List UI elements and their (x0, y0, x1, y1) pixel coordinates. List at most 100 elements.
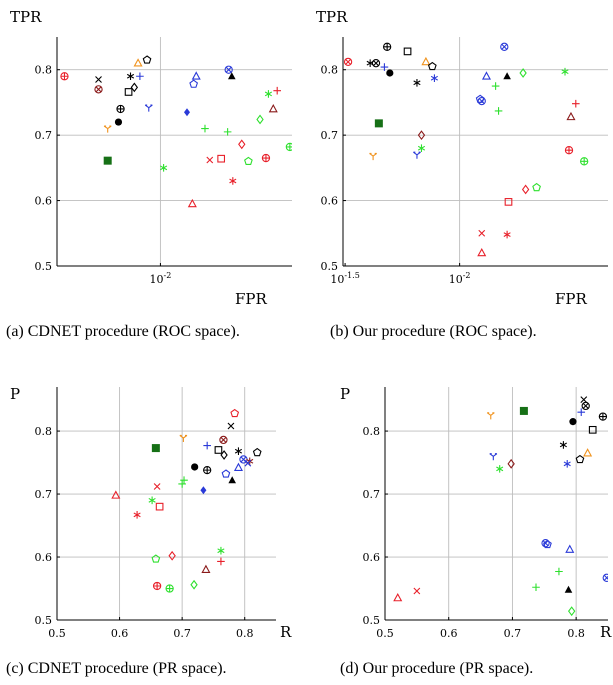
data-point-0 (343, 57, 353, 67)
data-point-15 (200, 486, 207, 495)
data-point-23 (503, 72, 511, 80)
y-tick-label: 0.6 (35, 195, 53, 208)
data-point-16 (189, 79, 199, 88)
data-point-13 (191, 463, 199, 471)
data-point-2 (371, 59, 381, 68)
data-point-7 (532, 583, 540, 592)
data-point-5 (116, 104, 125, 114)
y-tick-label: 0.5 (321, 260, 339, 273)
data-point-3 (103, 125, 112, 133)
data-point-6 (151, 554, 161, 563)
data-point-6 (124, 88, 133, 96)
data-point-19 (478, 229, 486, 237)
data-point-14 (190, 579, 198, 590)
data-point-18 (481, 71, 492, 80)
x-tick-label: 10-2 (150, 271, 172, 286)
data-point-11 (180, 476, 188, 484)
data-point-16 (477, 96, 486, 106)
y-tick-label: 0.8 (35, 64, 53, 77)
data-point-19 (580, 396, 588, 403)
data-points (60, 55, 292, 208)
data-point-17 (475, 94, 485, 103)
data-point-21 (491, 82, 500, 90)
grid (343, 37, 608, 266)
data-point-17 (191, 71, 201, 80)
data-point-9 (133, 58, 143, 67)
data-point-9 (413, 79, 421, 87)
y-tick-label: 0.5 (35, 614, 53, 627)
x-tick-label: 0.5 (376, 627, 394, 640)
data-point-6 (369, 152, 378, 161)
x-tick-label: 0.8 (236, 627, 254, 640)
x-tick-label: 0.7 (504, 627, 522, 640)
data-point-17 (575, 454, 585, 464)
data-point-23 (588, 425, 597, 434)
caption-b: (b) Our procedure (ROC space). (330, 323, 537, 340)
data-point-18 (187, 198, 197, 208)
data-point-31 (566, 111, 576, 121)
x-tick-label: 0.6 (440, 627, 458, 640)
data-point-4 (153, 483, 161, 490)
data-point-24 (598, 412, 608, 421)
x-axis-label: FPR (555, 290, 588, 308)
data-point-26 (238, 139, 246, 150)
data-point-7 (152, 581, 162, 591)
data-point-10 (136, 72, 144, 81)
data-point-7 (374, 119, 383, 128)
data-point-2 (486, 412, 495, 420)
y-tick-label: 0.7 (35, 488, 53, 501)
data-point-1 (133, 511, 141, 519)
data-point-12 (430, 74, 438, 83)
x-tick-label: 0.7 (173, 627, 191, 640)
data-point-5 (155, 502, 164, 511)
data-point-11 (427, 61, 437, 71)
data-point-16 (569, 418, 577, 426)
y-tick-label: 0.8 (35, 425, 53, 438)
data-point-30 (561, 67, 569, 76)
data-point-19 (201, 124, 209, 133)
data-point-28 (233, 462, 243, 471)
data-point-12 (563, 460, 571, 468)
data-point-34 (580, 157, 589, 166)
data-point-6 (519, 406, 528, 415)
y-tick-label: 0.8 (363, 425, 381, 438)
panel-c-pr-cdnet: 0.5 0.6 0.7 0.8 0.5 0.6 0.7 0.8 R P (10, 385, 292, 641)
y-tick-label: 0.7 (321, 129, 339, 142)
data-point-33 (285, 142, 292, 152)
data-point-3 (151, 444, 160, 453)
panel-b-roc-ours: 0.5 0.6 0.7 0.8 10-2 10-1.5 FPR TPR (316, 8, 608, 308)
data-point-31 (268, 104, 278, 113)
data-point-10 (555, 567, 563, 576)
data-point-20 (477, 247, 487, 257)
data-point-15 (183, 108, 190, 117)
data-point-24 (500, 42, 509, 51)
data-point-0 (393, 593, 403, 602)
data-point-11 (559, 441, 567, 449)
data-point-10 (421, 56, 431, 66)
data-point-22 (221, 469, 231, 478)
data-point-15 (417, 144, 426, 153)
y-axis-label: TPR (316, 8, 348, 26)
data-point-0 (111, 490, 121, 499)
data-point-13 (565, 544, 575, 553)
grid (57, 387, 276, 620)
data-point-20 (206, 156, 214, 164)
panel-d-pr-ours: 0.5 0.6 0.7 0.8 0.5 0.6 0.7 0.8 R P (340, 385, 612, 641)
y-axis-label: P (340, 385, 350, 403)
data-point-16 (201, 564, 211, 573)
data-point-13 (417, 130, 426, 141)
data-point-3 (489, 453, 498, 461)
data-point-19 (214, 446, 223, 454)
data-point-14 (564, 585, 573, 593)
x-axis-label: R (600, 623, 612, 641)
data-point-4 (496, 465, 504, 473)
data-point-23 (217, 546, 225, 555)
y-tick-label: 0.8 (321, 64, 339, 77)
data-point-29 (234, 447, 243, 456)
data-point-27 (228, 476, 236, 484)
data-point-8 (130, 82, 139, 93)
data-point-1 (95, 76, 102, 83)
data-point-20 (581, 401, 590, 411)
data-point-0 (60, 72, 69, 81)
panel-a-roc-cdnet: 0.5 0.6 0.7 0.8 10-2 10-1.5 FPR TPR (10, 8, 360, 308)
